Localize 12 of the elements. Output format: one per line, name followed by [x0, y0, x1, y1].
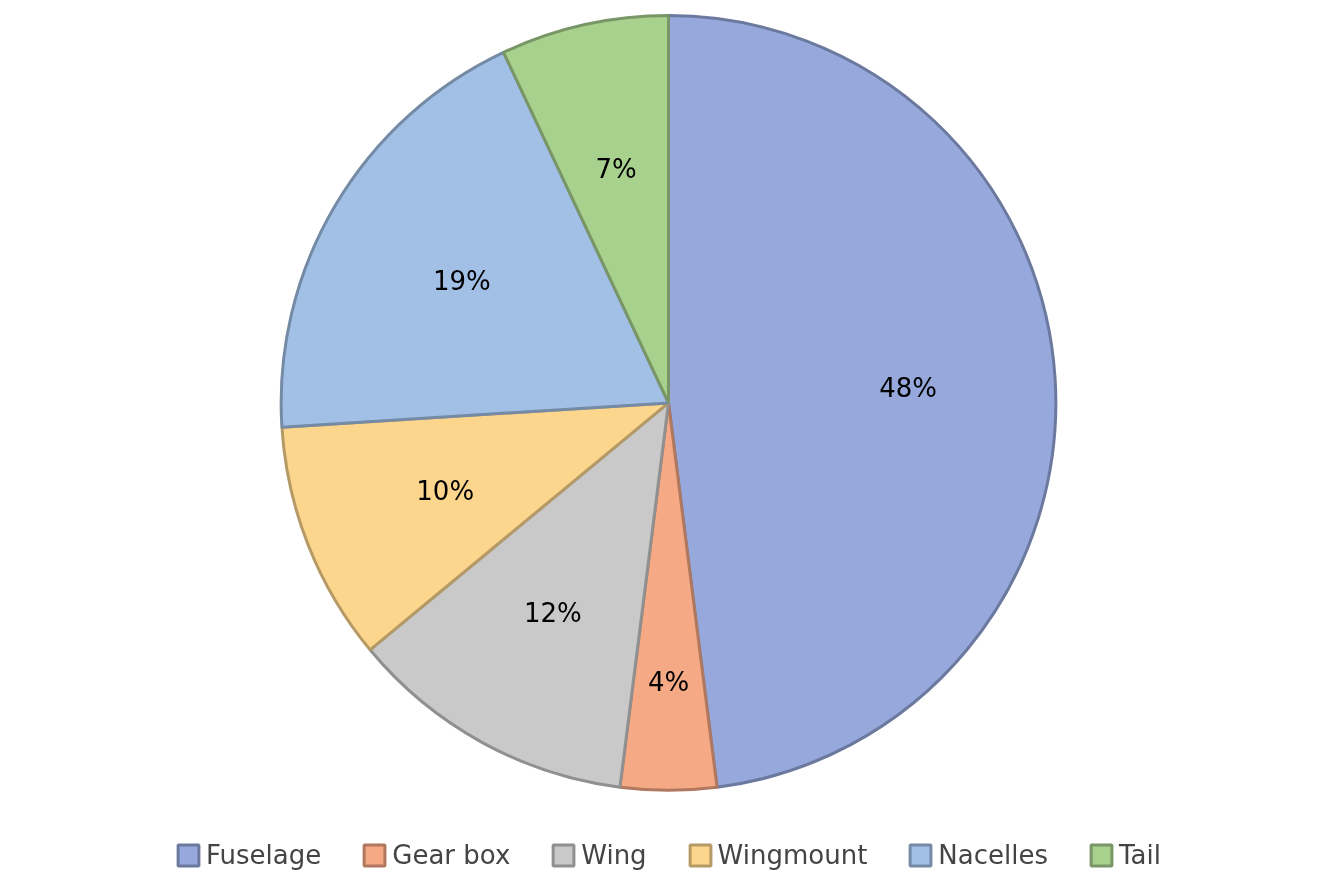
legend-label: Gear box: [392, 840, 511, 870]
legend-label: Tail: [1119, 840, 1161, 870]
legend-label: Wingmount: [717, 840, 868, 870]
data-label: 19%: [432, 265, 491, 296]
data-label: 4%: [647, 666, 690, 697]
data-label: 10%: [416, 476, 475, 507]
legend-label: Wing: [581, 840, 647, 870]
legend-label: Nacelles: [938, 840, 1049, 870]
data-label: 12%: [523, 598, 582, 629]
data-label: 48%: [879, 372, 938, 403]
legend-label: Fuselage: [206, 840, 322, 870]
data-label: 7%: [595, 153, 637, 184]
